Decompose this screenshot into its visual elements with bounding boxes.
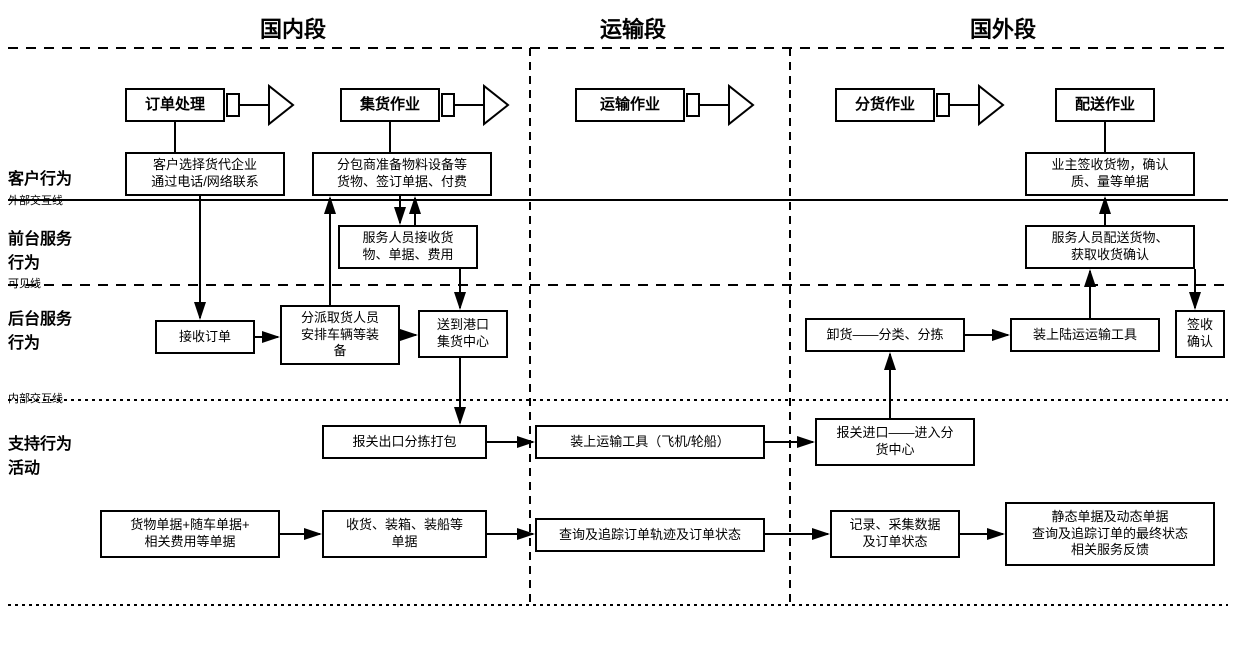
stage-arrow-order: [225, 82, 295, 128]
stage-header-distribute: 分货作业: [835, 88, 935, 122]
stage-header-deliver: 配送作业: [1055, 88, 1155, 122]
box-staff-receive: 服务人员接收货 物、单据、费用: [338, 225, 478, 269]
stage-arrow-transport: [685, 82, 755, 128]
section-title-domestic: 国内段: [260, 12, 326, 44]
box-receive-order: 接收订单: [155, 320, 255, 354]
box-static-feedback: 静态单据及动态单据 查询及追踪订单的最终状态 相关服务反馈: [1005, 502, 1215, 566]
section-title-transport: 运输段: [600, 12, 666, 44]
stage-header-order: 订单处理: [125, 88, 225, 122]
stage-header-transport: 运输作业: [575, 88, 685, 122]
box-receive-docs: 收货、装箱、装船等 单据: [322, 510, 487, 558]
box-load-transport: 装上运输工具（飞机/轮船）: [535, 425, 765, 459]
row-label-back-service: 后台服务 行为: [8, 305, 72, 353]
stage-arrow-distribute: [935, 82, 1005, 128]
box-customer-choose: 客户选择货代企业 通过电话/网络联系: [125, 152, 285, 196]
stage-arrow-collect: [440, 82, 510, 128]
stage-header-collect: 集货作业: [340, 88, 440, 122]
row-label-external-line: 外部交互线: [8, 192, 63, 208]
box-customs-import: 报关进口——进入分 货中心: [815, 418, 975, 466]
box-staff-deliver: 服务人员配送货物、 获取收货确认: [1025, 225, 1195, 269]
box-cargo-docs: 货物单据+随车单据+ 相关费用等单据: [100, 510, 280, 558]
row-label-support: 支持行为 活动: [8, 430, 72, 478]
box-load-land: 装上陆运运输工具: [1010, 318, 1160, 352]
row-label-front-service: 前台服务 行为: [8, 225, 72, 273]
box-unload-sort: 卸货——分类、分拣: [805, 318, 965, 352]
row-label-customer: 客户行为: [8, 165, 72, 189]
box-record-data: 记录、采集数据 及订单状态: [830, 510, 960, 558]
box-sign-confirm: 签收 确认: [1175, 310, 1225, 358]
box-query-track: 查询及追踪订单轨迹及订单状态: [535, 518, 765, 552]
box-send-port: 送到港口 集货中心: [418, 310, 508, 358]
box-owner-sign: 业主签收货物，确认 质、量等单据: [1025, 152, 1195, 196]
row-label-visible-line: 可见线: [8, 275, 41, 291]
box-customs-pack: 报关出口分拣打包: [322, 425, 487, 459]
box-sub-prepare: 分包商准备物料设备等 货物、签订单据、付费: [312, 152, 492, 196]
row-label-internal-line: 内部交互线: [8, 390, 63, 406]
section-title-foreign: 国外段: [970, 12, 1036, 44]
box-dispatch-pickup: 分派取货人员 安排车辆等装 备: [280, 305, 400, 365]
